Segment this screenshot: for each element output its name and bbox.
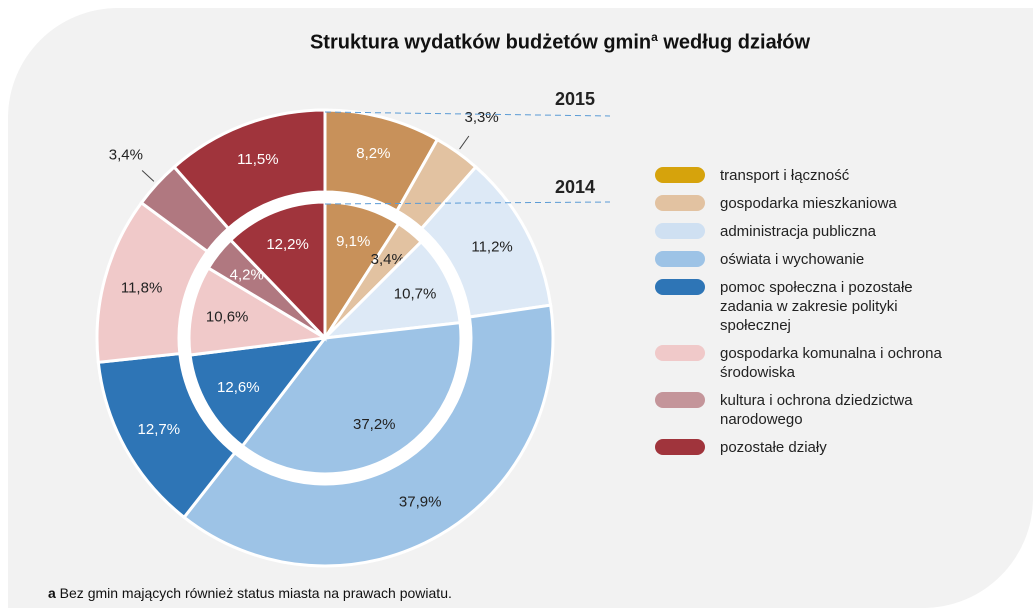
value-label: 10,6%: [206, 308, 249, 325]
legend-label: pozostałe działy: [720, 439, 827, 456]
title-main: Struktura wydatków budżetów gmin: [309, 31, 652, 54]
legend-item: administracja publiczna: [655, 222, 945, 241]
legend-item: kultura i ochrona dziedzictwa narodowego: [655, 391, 945, 429]
legend-swatch: [655, 251, 705, 267]
legend-label: oświata i wychowanie: [720, 251, 865, 268]
footnote-mark: a: [48, 585, 56, 601]
value-label: 3,4%: [371, 251, 405, 268]
legend-swatch: [655, 345, 705, 361]
ring-gap: [179, 192, 471, 484]
slice: [228, 200, 327, 342]
value-label: 11,8%: [121, 279, 162, 296]
legend-swatch: [655, 223, 705, 239]
ring-leader: [324, 111, 611, 117]
legend-item: pozostałe działy: [655, 438, 945, 457]
legend-swatch: [655, 195, 705, 211]
chart-title: Struktura wydatków budżetów gmina według…: [150, 30, 970, 55]
slice: [240, 320, 463, 476]
value-label: 37,2%: [353, 416, 396, 433]
title-rest: według działów: [657, 31, 811, 54]
slice: [182, 303, 555, 568]
legend-swatch: [655, 439, 705, 455]
slice: [320, 239, 462, 340]
leader-line: [459, 135, 470, 150]
leader-line: [141, 170, 155, 182]
legend: transport i łączność gospodarka mieszkani…: [655, 166, 945, 466]
title-sup: a: [651, 30, 658, 44]
slice: [187, 265, 330, 357]
value-label: 37,9%: [399, 493, 442, 510]
value-label: 4,2%: [230, 267, 264, 284]
value-label: 3,4%: [109, 147, 143, 164]
value-label: 3,3%: [465, 109, 499, 126]
legend-label: kultura i ochrona dziedzictwa narodowego: [720, 392, 913, 428]
legend-swatch: [655, 167, 705, 183]
legend-label: administracja publiczna: [720, 223, 876, 240]
footnote-text: Bez gmin mających również status miasta …: [55, 585, 452, 601]
value-label: 11,2%: [471, 238, 512, 255]
legend-item: oświata i wychowanie: [655, 250, 945, 269]
legend-item: pomoc społeczna i pozostałe zadania w za…: [655, 278, 945, 335]
footnote: a Bez gmin mających również status miast…: [48, 585, 452, 601]
legend-item: gospodarka komunalna i ochrona środowisk…: [655, 344, 945, 382]
value-label: 11,5%: [237, 151, 278, 168]
slice: [188, 336, 329, 449]
value-label: 12,7%: [138, 421, 181, 438]
value-label: 9,1%: [336, 233, 370, 250]
value-label: 12,2%: [266, 236, 309, 253]
value-label: 12,6%: [217, 379, 260, 396]
ring-leader: [324, 201, 611, 205]
ring-label: 2014: [555, 177, 595, 197]
value-label: 8,2%: [356, 145, 390, 162]
legend-label: gospodarka komunalna i ochrona środowisk…: [720, 345, 942, 381]
value-label: 10,7%: [394, 286, 437, 303]
legend-label: gospodarka mieszkaniowa: [720, 195, 897, 212]
ring-label: 2015: [555, 89, 595, 109]
legend-label: transport i łączność: [720, 167, 850, 184]
legend-item: gospodarka mieszkaniowa: [655, 194, 945, 213]
slice: [172, 108, 327, 231]
legend-swatch: [655, 279, 705, 295]
slice: [323, 200, 401, 344]
legend-label: pomoc społeczna i pozostałe zadania w za…: [720, 279, 913, 334]
legend-item: transport i łączność: [655, 166, 945, 185]
legend-swatch: [655, 392, 705, 408]
